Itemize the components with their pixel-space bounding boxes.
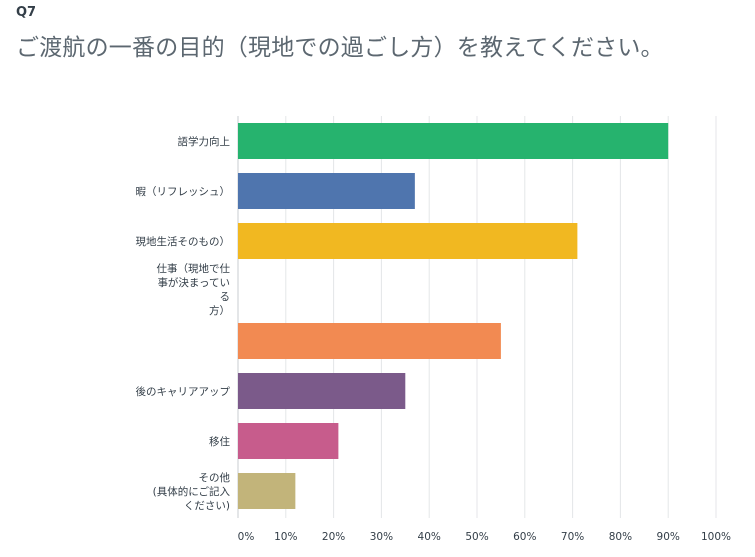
bar	[238, 173, 415, 209]
category-label: 仕事（現地で仕事が決まっている方）	[157, 262, 231, 317]
x-tick-label: 30%	[370, 531, 393, 543]
x-tick-label: 100%	[701, 531, 731, 543]
bar	[238, 473, 296, 509]
category-label: 後のキャリアアップ	[136, 385, 231, 398]
category-label: 暇（リフレッシュ）	[136, 186, 231, 198]
x-tick-label: 40%	[418, 531, 441, 543]
category-label: 移住	[209, 435, 230, 448]
bar	[238, 323, 501, 359]
x-tick-label: 70%	[561, 531, 584, 543]
category-label: 語学力向上	[178, 135, 231, 148]
category-label: その他(具体的にご記入ください)	[153, 471, 231, 512]
x-tick-label: 80%	[609, 531, 632, 543]
x-tick-label: 50%	[465, 531, 488, 543]
x-tick-label: 0%	[238, 531, 255, 543]
question-title: ご渡航の一番の目的（現地での過ごし方）を教えてください。	[16, 35, 664, 61]
x-tick-label: 90%	[657, 531, 680, 543]
bar	[238, 123, 669, 159]
x-tick-label: 60%	[513, 531, 536, 543]
bar	[238, 373, 406, 409]
x-tick-label: 10%	[274, 531, 297, 543]
bar	[238, 423, 339, 459]
bar	[238, 223, 578, 259]
x-tick-label: 20%	[322, 531, 345, 543]
category-label: 現地生活そのもの）	[136, 235, 231, 248]
question-number: Q7	[16, 5, 37, 20]
